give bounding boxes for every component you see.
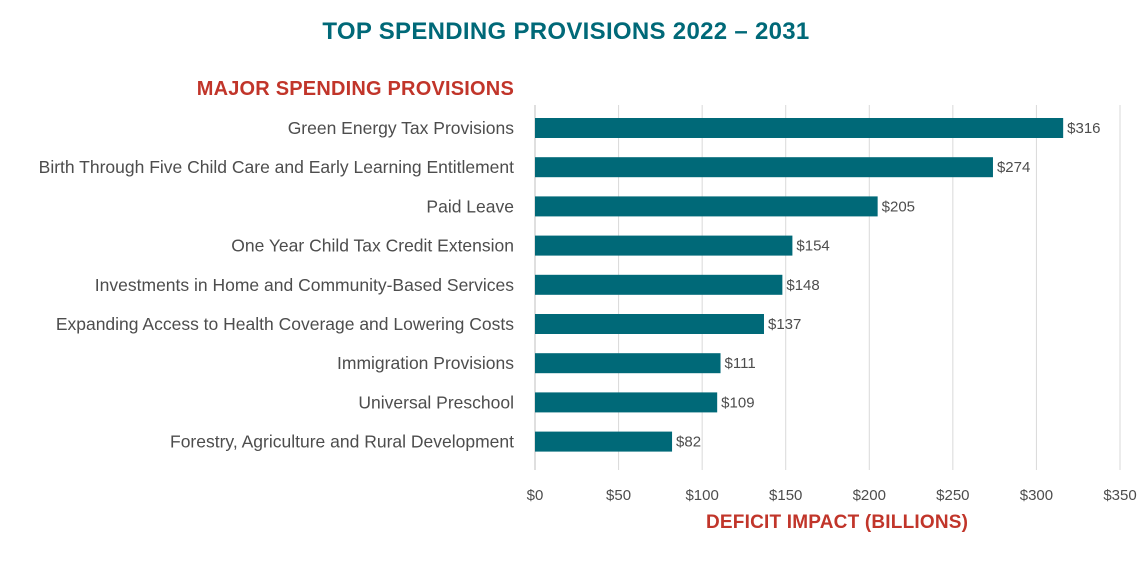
data-label: $154 bbox=[796, 238, 829, 255]
x-tick-label: $350 bbox=[1103, 487, 1136, 504]
bar bbox=[535, 274, 783, 295]
category-label: One Year Child Tax Credit Extension bbox=[231, 236, 514, 256]
category-label: Birth Through Five Child Care and Early … bbox=[39, 157, 514, 177]
bar bbox=[535, 353, 721, 374]
x-tick-label: $100 bbox=[685, 487, 718, 504]
bar bbox=[535, 118, 1064, 138]
category-label: Investments in Home and Community-Based … bbox=[95, 275, 514, 295]
data-label: $109 bbox=[721, 394, 754, 411]
x-tick-label: $300 bbox=[1020, 487, 1053, 504]
bar bbox=[535, 157, 993, 178]
category-label: Paid Leave bbox=[426, 196, 514, 216]
data-label: $316 bbox=[1067, 120, 1100, 137]
chart-title: TOP SPENDING PROVISIONS 2022 – 2031 bbox=[322, 18, 810, 45]
bar bbox=[535, 392, 718, 413]
bar bbox=[535, 235, 793, 256]
bar bbox=[535, 196, 878, 217]
data-label: $205 bbox=[882, 198, 915, 215]
x-tick-label: $150 bbox=[769, 487, 802, 504]
x-tick-label: $0 bbox=[527, 487, 544, 504]
x-tick-label: $50 bbox=[606, 487, 631, 504]
data-label: $137 bbox=[768, 316, 801, 333]
x-tick-label: $200 bbox=[853, 487, 886, 504]
data-label: $111 bbox=[725, 355, 756, 372]
category-label: Universal Preschool bbox=[358, 392, 514, 412]
x-axis-title: DEFICIT IMPACT (BILLIONS) bbox=[706, 512, 969, 533]
data-label: $82 bbox=[676, 434, 701, 451]
bar bbox=[535, 431, 673, 452]
bar bbox=[535, 314, 764, 334]
category-label: Immigration Provisions bbox=[337, 353, 514, 373]
category-label: Forestry, Agriculture and Rural Developm… bbox=[170, 432, 514, 452]
data-label: $274 bbox=[997, 159, 1030, 176]
data-label: $148 bbox=[786, 277, 819, 294]
x-tick-label: $250 bbox=[936, 487, 969, 504]
category-label: Green Energy Tax Provisions bbox=[288, 118, 515, 138]
category-heading: MAJOR SPENDING PROVISIONS bbox=[196, 78, 514, 100]
category-label: Expanding Access to Health Coverage and … bbox=[56, 314, 514, 334]
